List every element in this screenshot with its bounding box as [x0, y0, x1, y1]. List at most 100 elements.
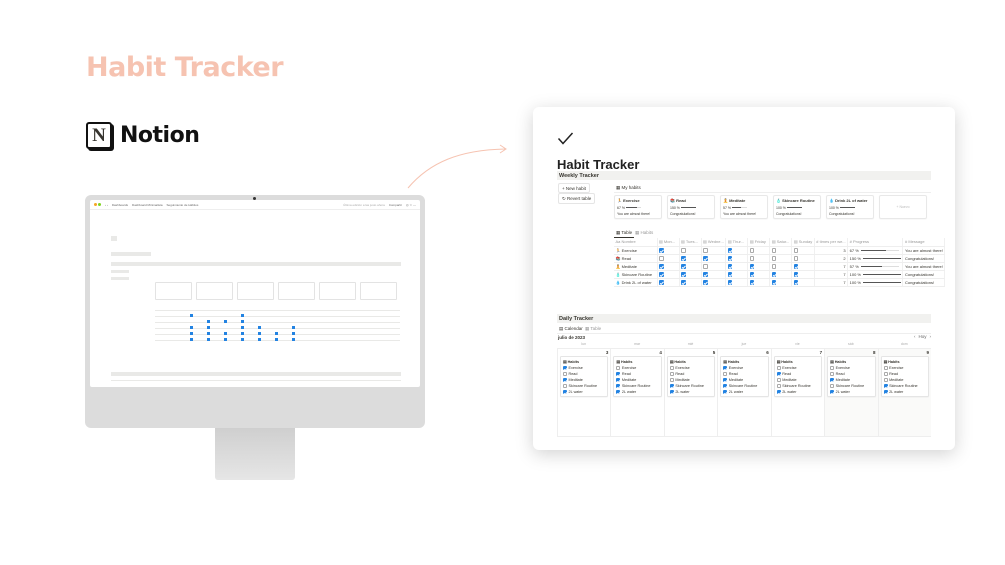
next-week-icon[interactable]: › [929, 334, 932, 339]
habit-card[interactable]: 🏃 Exercise 67 % You are almost there! [614, 195, 662, 219]
checkbox[interactable] [723, 389, 728, 394]
tab-calendar[interactable]: ▤ Calendar [557, 325, 585, 334]
checkbox[interactable] [883, 377, 888, 382]
checkbox[interactable] [563, 371, 567, 376]
checkbox[interactable] [703, 264, 708, 269]
breadcrumb-item[interactable]: Dashboards [111, 202, 129, 207]
window-control-icon[interactable] [98, 203, 101, 206]
checkbox[interactable] [883, 383, 888, 388]
habit-card[interactable]: 📚 Read 150 % Congratulations! [667, 195, 715, 219]
checkbox[interactable] [883, 389, 888, 394]
prev-week-icon[interactable]: ‹ [913, 334, 916, 339]
tab-my-habits[interactable]: ▦ My habits [614, 184, 643, 193]
checkbox[interactable] [616, 371, 621, 376]
column-header[interactable]: # Message [902, 238, 946, 247]
column-header[interactable]: ▤ Sunday [791, 238, 815, 247]
checkbox[interactable] [723, 371, 728, 376]
column-header[interactable]: ▤ Wedne... [701, 238, 727, 247]
calendar-day-cell[interactable]: 6 ▤ Habits Exercise Read Meditate Skincare Ro… [717, 348, 771, 437]
checkbox[interactable] [659, 280, 664, 285]
habit-entry-card[interactable]: ▤ Habits Exercise Read Meditate Skincare Rou… [613, 356, 662, 397]
checkbox[interactable] [616, 377, 621, 382]
breadcrumb-item[interactable]: Dashboard Minimalista [132, 202, 163, 207]
checkbox[interactable] [723, 377, 728, 382]
column-header[interactable]: ▤ Satur... [769, 238, 793, 247]
checkbox[interactable] [723, 365, 728, 370]
checkbox[interactable] [771, 280, 777, 285]
habit-entry-card[interactable]: ▤ Habits Exercise Read Meditate Skincare Rou… [720, 356, 769, 397]
checkbox[interactable] [616, 389, 621, 394]
checkbox[interactable] [749, 272, 755, 277]
checkbox[interactable] [883, 365, 888, 370]
habit-name-cell[interactable]: 🧴 Skincare Routine [614, 270, 658, 279]
checkbox[interactable] [616, 365, 621, 370]
checkbox[interactable] [776, 389, 781, 394]
checkbox[interactable] [883, 371, 888, 376]
tab-table[interactable]: ▦ Table [614, 229, 635, 238]
checkbox[interactable] [723, 383, 728, 388]
table-row[interactable]: 🏃 Exercise 3 67 % You are almost there! [614, 246, 946, 255]
checkbox[interactable] [793, 280, 799, 285]
calendar-day-cell[interactable]: 5 ▤ Habits Exercise Read Meditate Skincare Ro… [663, 348, 718, 437]
habit-name-cell[interactable]: 🧘 Meditate [614, 262, 658, 271]
checkbox[interactable] [727, 280, 733, 285]
revert-table-button[interactable]: ↻ Revert table [558, 193, 596, 204]
calendar-day-cell[interactable]: 8 ▤ Habits Exercise Read Meditate Skincare Ro… [824, 348, 878, 437]
breadcrumb-item[interactable]: Seguimiento de Hábitos [166, 202, 199, 207]
column-header[interactable]: ▤ Mon... [657, 238, 680, 247]
calendar-day-cell[interactable]: 3 ▤ Habits Exercise Read Meditate Skincare Ro… [557, 348, 611, 437]
table-row[interactable]: 📚 Read 2 150 % Congratulations! [614, 254, 946, 263]
checkbox[interactable] [830, 383, 835, 388]
column-header[interactable]: ▤ Tues... [679, 238, 702, 247]
more-icon[interactable]: ◎ ☆ ⋯ [406, 202, 416, 207]
checkbox[interactable] [771, 256, 777, 261]
checkbox[interactable] [727, 272, 733, 277]
habit-entry-card[interactable]: ▤ Habits Exercise Read Meditate Skincare Rou… [880, 356, 929, 397]
checkbox[interactable] [771, 248, 777, 253]
checkbox[interactable] [669, 371, 674, 376]
checkbox[interactable] [771, 272, 777, 277]
checkbox[interactable] [563, 377, 567, 382]
checkbox[interactable] [727, 248, 733, 253]
checkbox[interactable] [669, 377, 674, 382]
today-button[interactable]: Hoy [918, 334, 927, 339]
checkbox[interactable] [616, 383, 621, 388]
calendar-day-cell[interactable]: 7 ▤ Habits Exercise Read Meditate Skincare Ro… [770, 348, 825, 437]
calendar-day-cell[interactable]: 9 ▤ Habits Exercise Read Meditate Skincare Ro… [877, 348, 931, 437]
habit-entry-card[interactable]: ▤ Habits Exercise Read Meditate Skincare Rou… [560, 356, 609, 397]
checkbox[interactable] [681, 280, 686, 285]
share-button[interactable]: Compartir [388, 202, 403, 207]
table-row[interactable]: 🧴 Skincare Routine 7 100 % Congratulations! [614, 270, 946, 279]
checkbox[interactable] [727, 264, 733, 269]
checkbox[interactable] [830, 371, 835, 376]
new-habit-button[interactable]: + New habit [558, 183, 590, 193]
column-header[interactable]: # times per we... [814, 238, 849, 247]
checkbox[interactable] [703, 256, 708, 261]
checkbox[interactable] [681, 248, 686, 253]
table-row[interactable]: 💧 Drink 2L of water 7 100 % Congratulations… [614, 278, 946, 287]
habit-entry-card[interactable]: ▤ Habits Exercise Read Meditate Skincare Rou… [666, 356, 716, 397]
checkbox[interactable] [703, 248, 708, 253]
checkbox[interactable] [793, 248, 799, 253]
checkbox[interactable] [681, 272, 686, 277]
habit-entry-card[interactable]: ▤ Habits Exercise Read Meditate Skincare Rou… [773, 356, 823, 397]
habit-card[interactable]: 💧 Drink 2L of water 100 % Congratulations! [826, 195, 874, 219]
checkbox[interactable] [749, 264, 755, 269]
checkbox[interactable] [563, 365, 567, 370]
checkbox[interactable] [749, 256, 755, 261]
checkbox[interactable] [563, 383, 567, 388]
checkbox[interactable] [830, 377, 835, 382]
checkbox[interactable] [830, 389, 835, 394]
checkbox[interactable] [659, 248, 664, 253]
column-header[interactable]: ▤ Friday [747, 238, 771, 247]
checkbox[interactable] [793, 272, 799, 277]
checkbox[interactable] [793, 264, 799, 269]
checkbox[interactable] [749, 248, 755, 253]
habit-entry-card[interactable]: ▤ Habits Exercise Read Meditate Skincare Rou… [827, 356, 876, 397]
habit-card[interactable]: 🧴 Skincare Routine 100 % Congratulations! [773, 195, 821, 219]
checkbox[interactable] [727, 256, 733, 261]
column-header[interactable]: Aa Nombre [614, 238, 658, 247]
add-card-button[interactable]: + Nuevo [879, 195, 927, 219]
checkbox[interactable] [563, 389, 567, 394]
checkbox[interactable] [776, 377, 781, 382]
